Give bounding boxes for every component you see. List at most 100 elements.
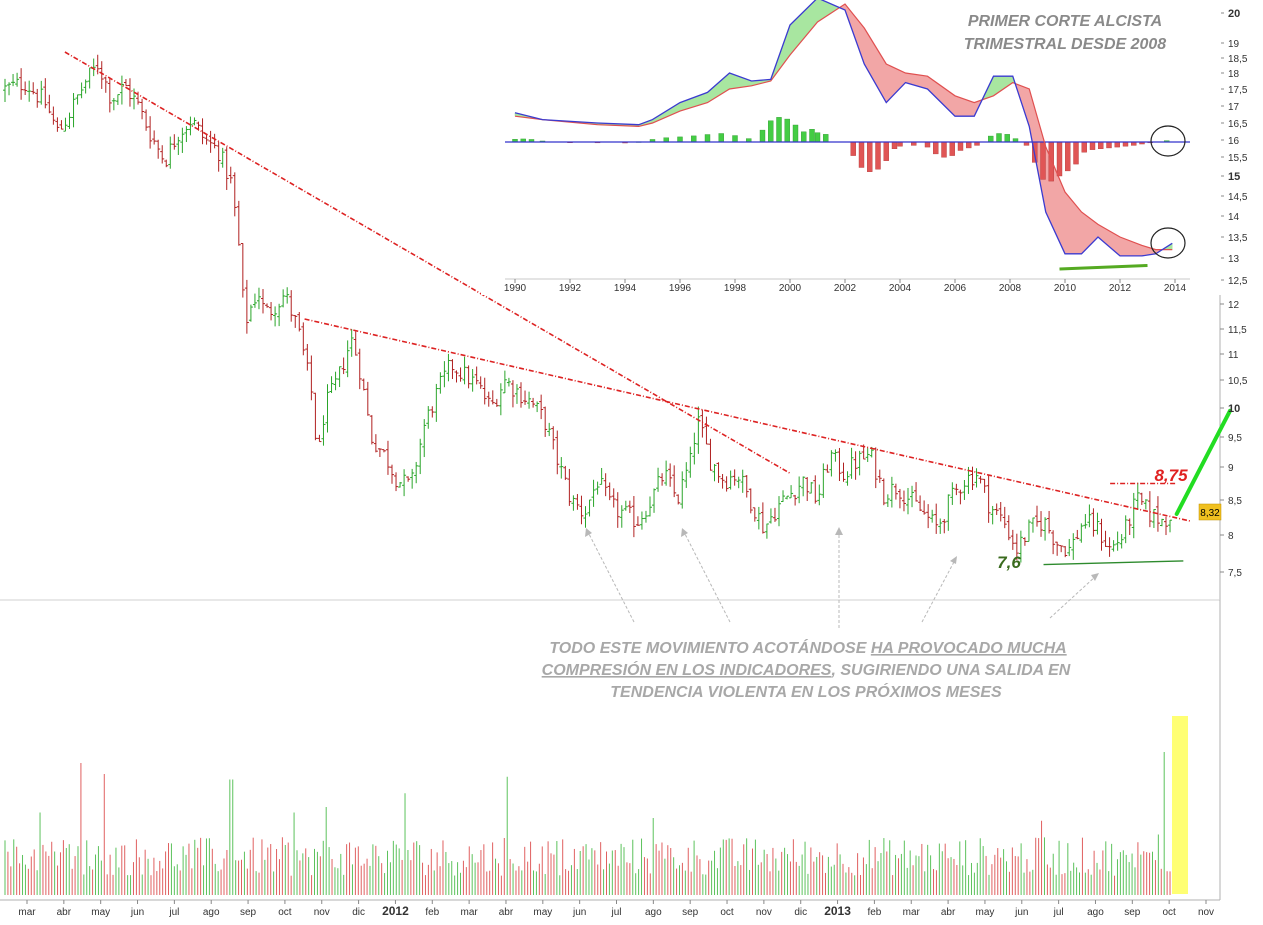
inset-x-label: 1998	[724, 283, 747, 294]
inset-histogram-bar	[988, 136, 993, 142]
last-price-label: 8,32	[1200, 508, 1220, 519]
inset-x-label: 2002	[834, 283, 857, 294]
price-tick-label: 11,5	[1228, 325, 1247, 336]
inset-histogram-bar	[892, 142, 897, 149]
price-tick-label: 8,5	[1228, 496, 1242, 507]
inset-histogram-bar	[925, 142, 930, 147]
inset-histogram-bar	[719, 134, 724, 143]
inset-histogram-bar	[768, 121, 773, 142]
annotation-line-2: COMPRESIÓN EN LOS INDICADORES, SUGIRIEND…	[542, 660, 1071, 679]
inset-cloud-segment	[950, 92, 953, 114]
inset-x-label: 2012	[1109, 283, 1132, 294]
price-tick-label: 15,5	[1228, 153, 1248, 164]
inset-cloud-segment	[1076, 205, 1079, 253]
time-tick-label: jul	[1053, 907, 1064, 918]
inset-cloud-segment	[873, 42, 876, 83]
annotation-line-1-b: HA PROVOCADO MUCHA	[871, 640, 1067, 657]
support-level-label: 7,6	[997, 553, 1021, 572]
inset-cloud-segment	[1128, 240, 1131, 256]
inset-cloud-segment	[697, 95, 700, 106]
inset-cloud-segment	[911, 74, 914, 85]
inset-cloud-segment	[1084, 214, 1087, 251]
inset-histogram-bar	[1074, 142, 1079, 164]
price-tick-label: 13	[1228, 254, 1240, 265]
annotation-line-2-a: COMPRESIÓN EN LOS INDICADORES	[542, 660, 832, 679]
inset-cloud-segment	[812, 1, 815, 29]
time-tick-label: jun	[1014, 907, 1028, 918]
resistance-level-label: 8,75	[1154, 466, 1188, 485]
inset-cloud-segment	[820, 0, 823, 20]
inset-x-label: 1994	[614, 283, 637, 294]
inset-histogram-bar	[1107, 142, 1112, 148]
inset-cloud-segment	[1117, 235, 1120, 255]
inset-cloud-segment	[793, 20, 796, 52]
inset-cloud-segment	[705, 92, 708, 103]
price-tick-label: 14	[1228, 212, 1240, 223]
inset-cloud-segment	[906, 73, 909, 83]
inset-cloud-segment	[815, 0, 818, 25]
inset-x-label: 2008	[999, 283, 1022, 294]
inset-cloud-segment	[1120, 237, 1123, 256]
price-tick-label: 19	[1228, 39, 1240, 50]
time-tick-label: sep	[240, 907, 257, 918]
time-tick-label: sep	[682, 907, 699, 918]
inset-cloud-segment	[961, 98, 964, 116]
inset-histogram-bar	[691, 136, 696, 142]
price-tick-label: 13,5	[1228, 233, 1248, 244]
inset-cloud-segment	[875, 46, 878, 87]
price-tick-label: 12	[1228, 300, 1240, 311]
inset-cloud-segment	[702, 93, 705, 104]
inset-cloud-segment	[1134, 242, 1137, 256]
inset-histogram-bar	[859, 142, 864, 168]
time-tick-label: ago	[1087, 907, 1104, 918]
inset-histogram-bar	[1115, 142, 1120, 147]
time-tick-label: mar	[903, 907, 921, 918]
inset-histogram-bar	[777, 117, 782, 142]
inset-title-line-1: PRIMER CORTE ALCISTA	[968, 13, 1162, 30]
price-tick-label: 7,5	[1228, 568, 1242, 579]
time-tick-label: may	[533, 907, 552, 918]
price-tick-label: 16,5	[1228, 119, 1248, 130]
inset-histogram-bar	[942, 142, 947, 157]
inset-histogram-bar	[851, 142, 856, 156]
time-tick-label: abr	[57, 907, 72, 918]
inset-cloud-segment	[1131, 241, 1134, 256]
inset-histogram-bar	[884, 142, 889, 161]
inset-cloud-segment	[886, 64, 889, 103]
inset-histogram-bar	[876, 142, 881, 169]
inset-cloud-segment	[1126, 239, 1129, 256]
inset-histogram-bar	[867, 142, 872, 172]
inset-histogram-bar	[898, 142, 903, 146]
time-tick-label: abr	[941, 907, 956, 918]
time-tick-label: 2013	[824, 904, 851, 918]
inset-cloud-segment	[1093, 220, 1096, 242]
inset-histogram-bar	[1090, 142, 1095, 150]
inset-histogram-bar	[958, 142, 963, 151]
inset-cloud-segment	[826, 2, 829, 17]
price-tick-label: 16	[1228, 136, 1240, 147]
annotation-line-1: TODO ESTE MOVIMIENTO ACOTÁNDOSE HA PROVO…	[549, 638, 1066, 657]
inset-histogram-bar	[1123, 142, 1128, 146]
inset-cloud-segment	[1139, 244, 1142, 256]
inset-cloud-segment	[798, 14, 801, 45]
time-tick-label: dic	[352, 907, 365, 918]
price-tick-label: 10	[1228, 403, 1240, 415]
inset-cloud-segment	[796, 17, 799, 49]
inset-cloud-segment	[823, 0, 826, 18]
inset-cloud-segment	[999, 76, 1002, 92]
inset-x-label: 2004	[889, 283, 912, 294]
time-tick-label: abr	[499, 907, 514, 918]
inset-cloud-segment	[1082, 212, 1085, 254]
time-tick-label: ago	[645, 907, 662, 918]
inset-cloud-segment	[994, 76, 997, 96]
time-tick-label: mar	[18, 907, 36, 918]
time-tick-label: dic	[794, 907, 807, 918]
inset-cloud-segment	[730, 73, 733, 89]
inset-cloud-segment	[925, 76, 928, 89]
inset-cloud-segment	[892, 67, 895, 97]
inset-cloud-segment	[1060, 178, 1063, 248]
time-tick-label: nov	[756, 907, 772, 918]
inset-cloud-segment	[1071, 199, 1074, 254]
inset-histogram-bar	[793, 125, 798, 142]
annotation-line-2-b: , SUGIRIENDO UNA SALIDA EN	[830, 662, 1070, 679]
